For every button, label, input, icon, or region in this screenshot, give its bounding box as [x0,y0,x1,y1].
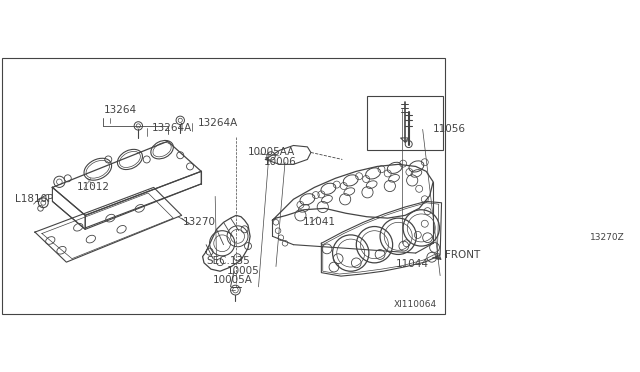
Text: L1810P: L1810P [15,194,54,204]
Text: FRONT: FRONT [445,250,480,260]
Text: 13264A: 13264A [152,123,193,133]
Text: 10006: 10006 [264,157,297,167]
Text: 11044: 11044 [396,259,429,269]
Text: 11056: 11056 [433,124,466,134]
Text: 11041: 11041 [303,217,335,227]
Text: 13270: 13270 [183,217,216,227]
Text: 13270Z: 13270Z [591,233,625,242]
Bar [367,96,443,150]
Text: 11012: 11012 [77,182,110,192]
Text: 10005A: 10005A [213,275,253,285]
Text: 13264: 13264 [104,105,136,115]
Text: SEC.135: SEC.135 [207,256,250,266]
Text: 10005AA: 10005AA [248,147,295,157]
Text: 10005: 10005 [227,266,260,276]
Text: 13264A: 13264A [198,118,238,128]
Text: XI110064: XI110064 [394,300,436,309]
